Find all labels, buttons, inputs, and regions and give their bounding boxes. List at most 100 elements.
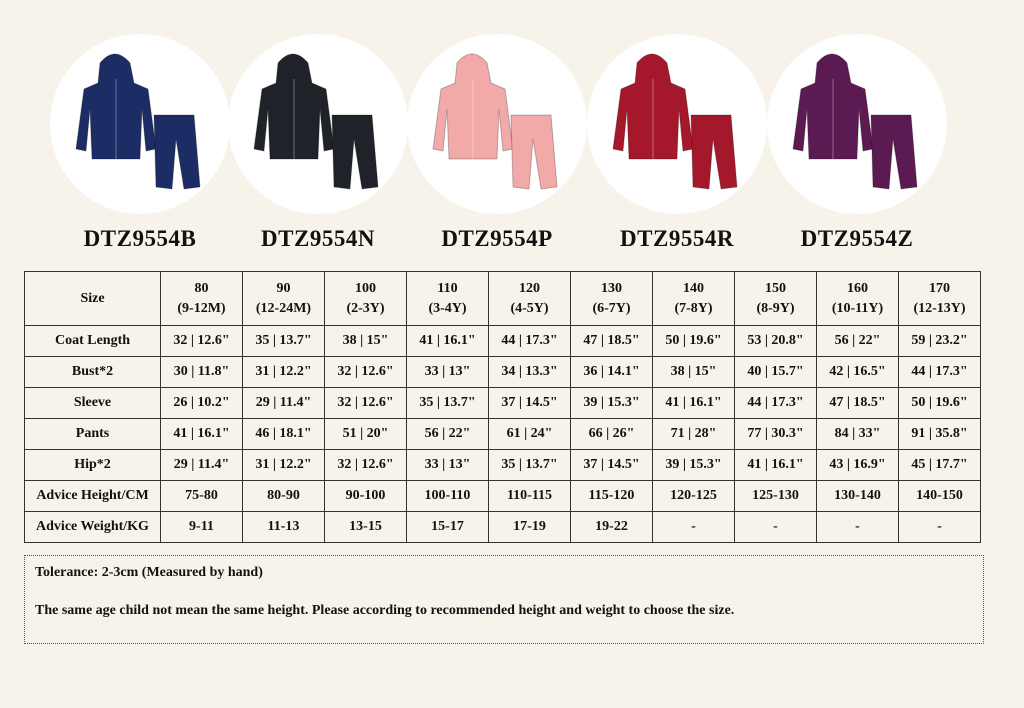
size-value: 90 bbox=[276, 280, 291, 296]
table-cell: 32 | 12.6" bbox=[324, 356, 407, 388]
hoodie-pants-icon bbox=[612, 53, 738, 190]
table-cell: 15-17 bbox=[406, 511, 489, 543]
table-cell: 32 | 12.6" bbox=[324, 387, 407, 419]
table-cell: 9-11 bbox=[160, 511, 243, 543]
table-cell: 30 | 11.8" bbox=[160, 356, 243, 388]
row-label: Bust*2 bbox=[24, 356, 161, 388]
size-value: 170 bbox=[929, 280, 950, 296]
table-cell: 39 | 15.3" bbox=[570, 387, 653, 419]
table-cell: 91 | 35.8" bbox=[898, 418, 981, 450]
size-header-cell: 110 (3-4Y) bbox=[406, 271, 489, 326]
row-label: Pants bbox=[24, 418, 161, 450]
size-header-cell: 90 (12-24M) bbox=[242, 271, 325, 326]
table-cell: 66 | 26" bbox=[570, 418, 653, 450]
product-image bbox=[50, 34, 230, 214]
product-code: DTZ9554B bbox=[83, 226, 197, 251]
table-cell: 32 | 12.6" bbox=[160, 325, 243, 357]
table-cell: 35 | 13.7" bbox=[488, 449, 571, 481]
size-header-cell: 80 (9-12M) bbox=[160, 271, 243, 326]
size-header-cell: 160 (10-11Y) bbox=[816, 271, 899, 326]
table-cell: 35 | 13.7" bbox=[406, 387, 489, 419]
table-cell: 38 | 15" bbox=[652, 356, 735, 388]
table-cell: 50 | 19.6" bbox=[652, 325, 735, 357]
table-cell: 90-100 bbox=[324, 480, 407, 512]
table-cell: 31 | 12.2" bbox=[242, 356, 325, 388]
table-cell: 29 | 11.4" bbox=[242, 387, 325, 419]
table-cell: 50 | 19.6" bbox=[898, 387, 981, 419]
size-header-cell: 150 (8-9Y) bbox=[734, 271, 817, 326]
row-label: Sleeve bbox=[24, 387, 161, 419]
table-cell: 47 | 18.5" bbox=[816, 387, 899, 419]
product-image bbox=[228, 34, 408, 214]
table-cell: 41 | 16.1" bbox=[734, 449, 817, 481]
table-cell: 120-125 bbox=[652, 480, 735, 512]
table-cell: 11-13 bbox=[242, 511, 325, 543]
size-age: (3-4Y) bbox=[428, 300, 467, 316]
tolerance-note: Tolerance: 2-3cm (Measured by hand) bbox=[35, 565, 263, 580]
size-age: (8-9Y) bbox=[756, 300, 795, 316]
table-cell: 41 | 16.1" bbox=[652, 387, 735, 419]
product-circle bbox=[407, 34, 587, 214]
row-label: Advice Height/CM bbox=[24, 480, 161, 512]
table-cell: 41 | 16.1" bbox=[406, 325, 489, 357]
table-cell: 37 | 14.5" bbox=[570, 449, 653, 481]
table-cell: 42 | 16.5" bbox=[816, 356, 899, 388]
row-label: Coat Length bbox=[24, 325, 161, 357]
size-value: 130 bbox=[601, 280, 622, 296]
table-cell: 43 | 16.9" bbox=[816, 449, 899, 481]
table-cell: 47 | 18.5" bbox=[570, 325, 653, 357]
table-cell: - bbox=[816, 511, 899, 543]
table-cell: 77 | 30.3" bbox=[734, 418, 817, 450]
note-box: Tolerance: 2-3cm (Measured by hand) The … bbox=[24, 555, 984, 644]
table-cell: 32 | 12.6" bbox=[324, 449, 407, 481]
table-row: Advice Height/CM 75-80 80-90 90-100 100-110 1… bbox=[24, 480, 981, 512]
size-age: (10-11Y) bbox=[831, 300, 884, 316]
hoodie-pants-icon bbox=[253, 53, 379, 190]
table-cell: 33 | 13" bbox=[406, 356, 489, 388]
size-age: (4-5Y) bbox=[510, 300, 549, 316]
table-cell: 19-22 bbox=[570, 511, 653, 543]
table-cell: 45 | 17.7" bbox=[898, 449, 981, 481]
table-row: Hip*2 29 | 11.4" 31 | 12.2" 32 | 12.6" 33 | … bbox=[24, 449, 981, 481]
table-cell: 53 | 20.8" bbox=[734, 325, 817, 357]
product-code: DTZ9554R bbox=[620, 226, 734, 251]
table-row: Bust*2 30 | 11.8" 31 | 12.2" 32 | 12.6" 33 |… bbox=[24, 356, 981, 388]
size-value: 100 bbox=[355, 280, 376, 296]
size-age: (2-3Y) bbox=[346, 300, 385, 316]
table-cell: 37 | 14.5" bbox=[488, 387, 571, 419]
table-cell: 115-120 bbox=[570, 480, 653, 512]
table-cell: 41 | 16.1" bbox=[160, 418, 243, 450]
product-circle bbox=[50, 34, 230, 214]
table-cell: 35 | 13.7" bbox=[242, 325, 325, 357]
size-value: 140 bbox=[683, 280, 704, 296]
product-code: DTZ9554N bbox=[261, 226, 375, 251]
size-header-cell: 100 (2-3Y) bbox=[324, 271, 407, 326]
table-cell: 75-80 bbox=[160, 480, 243, 512]
table-cell: - bbox=[734, 511, 817, 543]
size-age: (12-13Y) bbox=[913, 300, 966, 316]
size-header-row: Size 80 (9-12M) 90 (12-24M) 100 (2-3Y) 110 (3-4Y… bbox=[24, 271, 981, 326]
table-cell: 61 | 24" bbox=[488, 418, 571, 450]
table-cell: 140-150 bbox=[898, 480, 981, 512]
table-cell: 125-130 bbox=[734, 480, 817, 512]
size-header-cell: 120 (4-5Y) bbox=[488, 271, 571, 326]
table-row: Advice Weight/KG 9-11 11-13 13-15 15-17 17-19… bbox=[24, 511, 981, 543]
table-cell: 40 | 15.7" bbox=[734, 356, 817, 388]
product-image bbox=[407, 34, 587, 214]
table-cell: 17-19 bbox=[488, 511, 571, 543]
size-header: Size bbox=[24, 271, 161, 326]
product-circle bbox=[767, 34, 947, 214]
size-chart-table: Size 80 (9-12M) 90 (12-24M) 100 (2-3Y) 110 (3-4Y… bbox=[24, 271, 981, 543]
product-code: DTZ9554Z bbox=[800, 226, 914, 251]
size-value: 110 bbox=[437, 280, 458, 296]
table-cell: 51 | 20" bbox=[324, 418, 407, 450]
product-image bbox=[587, 34, 767, 214]
row-label: Hip*2 bbox=[24, 449, 161, 481]
table-cell: 46 | 18.1" bbox=[242, 418, 325, 450]
size-age: (7-8Y) bbox=[674, 300, 713, 316]
hoodie-pants-icon bbox=[792, 53, 918, 190]
size-header-cell: 170 (12-13Y) bbox=[898, 271, 981, 326]
table-cell: 44 | 17.3" bbox=[488, 325, 571, 357]
row-label: Advice Weight/KG bbox=[24, 511, 161, 543]
advice-note: The same age child not mean the same hei… bbox=[35, 603, 735, 618]
